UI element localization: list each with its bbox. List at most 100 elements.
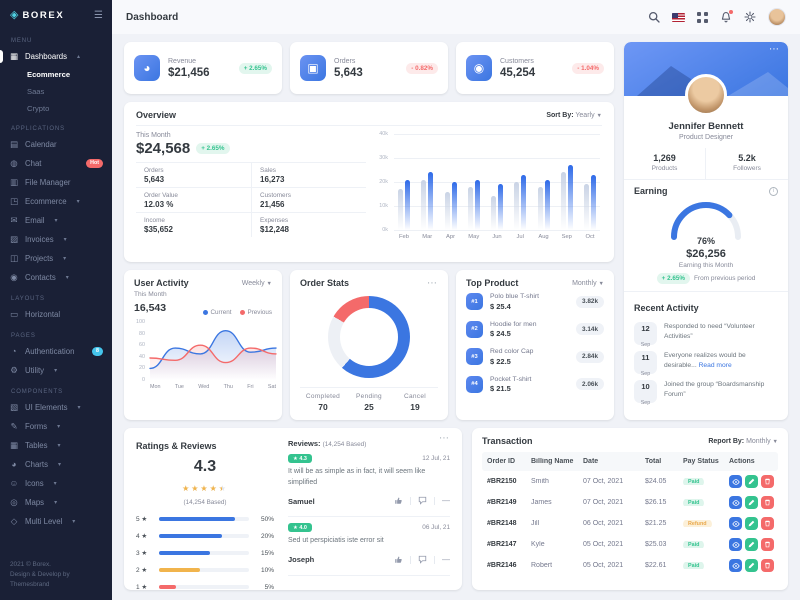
- product-amount-badge: 2.06k: [576, 378, 604, 391]
- delete-button[interactable]: [761, 475, 774, 488]
- order-stat-value: 70: [318, 402, 328, 412]
- sidebar-item[interactable]: ◳ Ecommerce ▾: [0, 192, 112, 211]
- edit-button[interactable]: [745, 475, 758, 488]
- thumbs-up-icon[interactable]: [394, 551, 403, 569]
- rating-star-label: 5 ★: [136, 516, 148, 523]
- sidebar-item[interactable]: ✎ Forms ▾: [0, 417, 112, 436]
- more-menu-icon[interactable]: —: [442, 496, 450, 505]
- order-date: 05 Oct, 2021: [583, 562, 624, 569]
- report-by-dropdown[interactable]: Report By: Monthly ▼: [708, 437, 778, 445]
- sidebar-item[interactable]: ▧ UI Elements ▾: [0, 398, 112, 417]
- profile-avatar: [685, 74, 727, 116]
- edit-button[interactable]: [745, 538, 758, 551]
- delete-button[interactable]: [761, 559, 774, 572]
- settings-gear-icon[interactable]: [744, 11, 756, 23]
- pay-status-badge: Paid: [683, 478, 705, 485]
- sidebar-item[interactable]: ▨ Invoices ▾: [0, 230, 112, 249]
- sidebar-item[interactable]: ▤ Calendar: [0, 135, 112, 154]
- order-stat-value: 25: [364, 402, 374, 412]
- sidebar-item[interactable]: ⚙ Utility ▾: [0, 361, 112, 380]
- profile-name: Jennifer Bennett: [668, 121, 744, 132]
- edit-button[interactable]: [745, 559, 758, 572]
- product-row[interactable]: #4 Pocket T-shirt $ 21.5 2.06k: [466, 371, 604, 399]
- bar-group: Sep: [560, 134, 573, 246]
- previous-bar: [584, 184, 589, 230]
- product-row[interactable]: #2 Hoodie for men $ 24.5 3.14k: [466, 316, 604, 344]
- order-stats-summary: Completed 70 Pending 25 Cancel 19: [300, 387, 438, 412]
- sidebar-item[interactable]: ◔ Authentication 8: [0, 342, 112, 361]
- product-price: $ 25.4: [490, 301, 511, 311]
- delete-button[interactable]: [761, 538, 774, 551]
- sidebar-item[interactable]: ◉ Contacts ▾: [0, 268, 112, 287]
- sidebar-item[interactable]: ▦ Tables ▾: [0, 436, 112, 455]
- x-tick-label: Wed: [198, 384, 210, 390]
- dashboard-content: ◕ Revenue $21,456 + 2.65% ▣: [112, 34, 800, 600]
- sidebar-item-label: UI Elements: [25, 403, 68, 412]
- top-product-filter-dropdown[interactable]: Monthly ▼: [572, 279, 604, 287]
- chevron-down-icon: ▼: [772, 438, 778, 445]
- user-activity-filter-dropdown[interactable]: Weekly ▼: [241, 279, 272, 287]
- view-button[interactable]: [729, 559, 742, 572]
- table-row[interactable]: #BR2146 Robert 05 Oct, 2021 $22.61 Paid: [482, 555, 778, 576]
- comment-icon[interactable]: [418, 551, 427, 569]
- sidebar-item[interactable]: ▭ Horizontal: [0, 305, 112, 324]
- table-row[interactable]: #BR2150 Smith 07 Oct, 2021 $24.05 Paid: [482, 471, 778, 492]
- table-row[interactable]: #BR2148 Jill 06 Oct, 2021 $21.25 Refund: [482, 513, 778, 534]
- thumbs-up-icon[interactable]: [394, 492, 403, 510]
- edit-button[interactable]: [745, 496, 758, 509]
- view-button[interactable]: [729, 496, 742, 509]
- comment-icon[interactable]: [418, 492, 427, 510]
- sidebar-item[interactable]: Crypto: [0, 100, 112, 117]
- chevron-icon: ▾: [54, 218, 58, 224]
- sidebar-item[interactable]: ◕ Charts ▾: [0, 455, 112, 474]
- language-flag-icon[interactable]: [672, 12, 685, 22]
- product-row[interactable]: #1 Polo blue T-shirt $ 25.4 3.82k: [466, 288, 604, 316]
- sidebar-item[interactable]: ◍ Chat Hot: [0, 154, 112, 173]
- overview-sort-dropdown[interactable]: Sort By: Yearly ▼: [546, 111, 602, 119]
- sidebar-item[interactable]: ◎ Maps ▾: [0, 493, 112, 512]
- chevron-icon: ▾: [72, 519, 76, 525]
- table-row[interactable]: #BR2147 Kyle 05 Oct, 2021 $25.03 Paid: [482, 534, 778, 555]
- info-icon[interactable]: i: [769, 186, 778, 196]
- hamburger-menu-icon[interactable]: ☰: [94, 9, 103, 21]
- profile-stat-value: 5.2k: [738, 153, 756, 163]
- view-button[interactable]: [729, 538, 742, 551]
- previous-bar: [467, 186, 473, 230]
- search-icon[interactable]: [648, 11, 660, 23]
- sidebar-item[interactable]: ☺ Icons ▾: [0, 474, 112, 493]
- more-menu-icon[interactable]: ⋯: [769, 44, 780, 55]
- sidebar-item[interactable]: ◫ Projects ▾: [0, 249, 112, 268]
- sidebar: ◈ BOREX ☰ MENU ▦ Dashboards ▴: [0, 0, 112, 600]
- table-row[interactable]: #BR2149 James 07 Oct, 2021 $26.15 Paid: [482, 492, 778, 513]
- chevron-icon: ▾: [77, 405, 81, 411]
- read-more-link[interactable]: Read more: [698, 361, 732, 369]
- previous-series-line: [149, 344, 277, 364]
- column-header: Total: [645, 458, 662, 465]
- delete-button[interactable]: [761, 496, 774, 509]
- sidebar-item[interactable]: ▥ File Manager: [0, 173, 112, 192]
- view-button[interactable]: [729, 517, 742, 530]
- current-bar: [591, 174, 596, 230]
- view-button[interactable]: [729, 475, 742, 488]
- sidebar-item[interactable]: ✉ Email ▾: [0, 211, 112, 230]
- notifications-bell-icon[interactable]: [720, 10, 733, 23]
- sidebar-item[interactable]: ◇ Multi Level ▾: [0, 512, 112, 531]
- apps-grid-icon[interactable]: [697, 11, 708, 23]
- y-tick-label: 80: [139, 330, 145, 337]
- previous-legend-dot: [239, 309, 245, 315]
- sidebar-item[interactable]: ▦ Dashboards ▴: [0, 47, 112, 66]
- user-avatar[interactable]: [768, 8, 786, 26]
- divider: [434, 555, 435, 564]
- more-menu-icon[interactable]: ⋯: [427, 277, 438, 289]
- overview-stat-value: $12,248: [260, 224, 289, 234]
- product-row[interactable]: #3 Red color Cap $ 22.5 2.84k: [466, 343, 604, 371]
- sidebar-item[interactable]: Ecommerce: [0, 66, 112, 83]
- sidebar-item-label: Chat: [25, 159, 42, 168]
- delete-button[interactable]: [761, 517, 774, 530]
- product-amount-badge: 2.84k: [576, 350, 604, 363]
- rating-percent: 20%: [260, 532, 274, 540]
- more-menu-icon[interactable]: ⋯: [439, 433, 450, 444]
- edit-button[interactable]: [745, 517, 758, 530]
- more-menu-icon[interactable]: —: [442, 554, 450, 564]
- sidebar-item[interactable]: Saas: [0, 83, 112, 100]
